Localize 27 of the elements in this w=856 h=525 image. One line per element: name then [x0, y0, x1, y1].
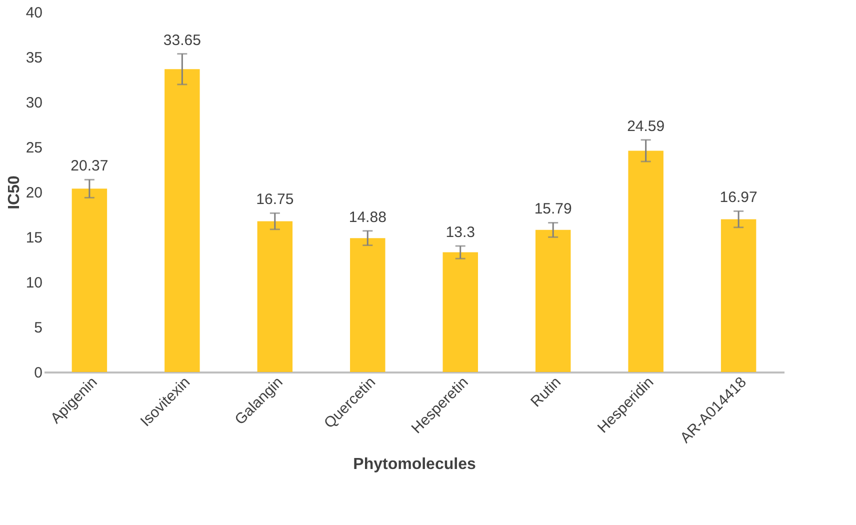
data-label: 14.88: [348, 208, 386, 226]
bar: [535, 230, 571, 372]
bar: [720, 219, 756, 372]
bar: [164, 69, 200, 372]
y-tick-label: 0: [34, 364, 42, 382]
data-label: 13.3: [446, 224, 475, 241]
data-label: 15.79: [534, 200, 572, 218]
y-tick-label: 25: [26, 140, 42, 156]
y-tick-label: 40: [26, 4, 42, 22]
y-tick-label: 10: [26, 274, 42, 292]
bar: [350, 238, 386, 372]
data-label: 24.59: [627, 118, 665, 135]
x-axis-title: Phytomolecules: [353, 456, 476, 473]
data-label: 16.75: [256, 191, 294, 208]
y-axis-title: IC50: [6, 176, 23, 210]
y-tick-label: 20: [26, 184, 42, 202]
bar: [628, 150, 664, 372]
bar: [442, 252, 478, 372]
data-label: 20.37: [70, 158, 108, 175]
y-tick-label: 5: [34, 320, 42, 336]
data-label: 33.65: [163, 32, 201, 49]
y-tick-label: 30: [26, 94, 42, 112]
bar: [72, 188, 108, 372]
y-tick-label: 15: [26, 230, 42, 246]
data-label: 16.97: [720, 189, 758, 206]
bar: [257, 221, 293, 372]
y-tick-label: 35: [26, 50, 42, 66]
